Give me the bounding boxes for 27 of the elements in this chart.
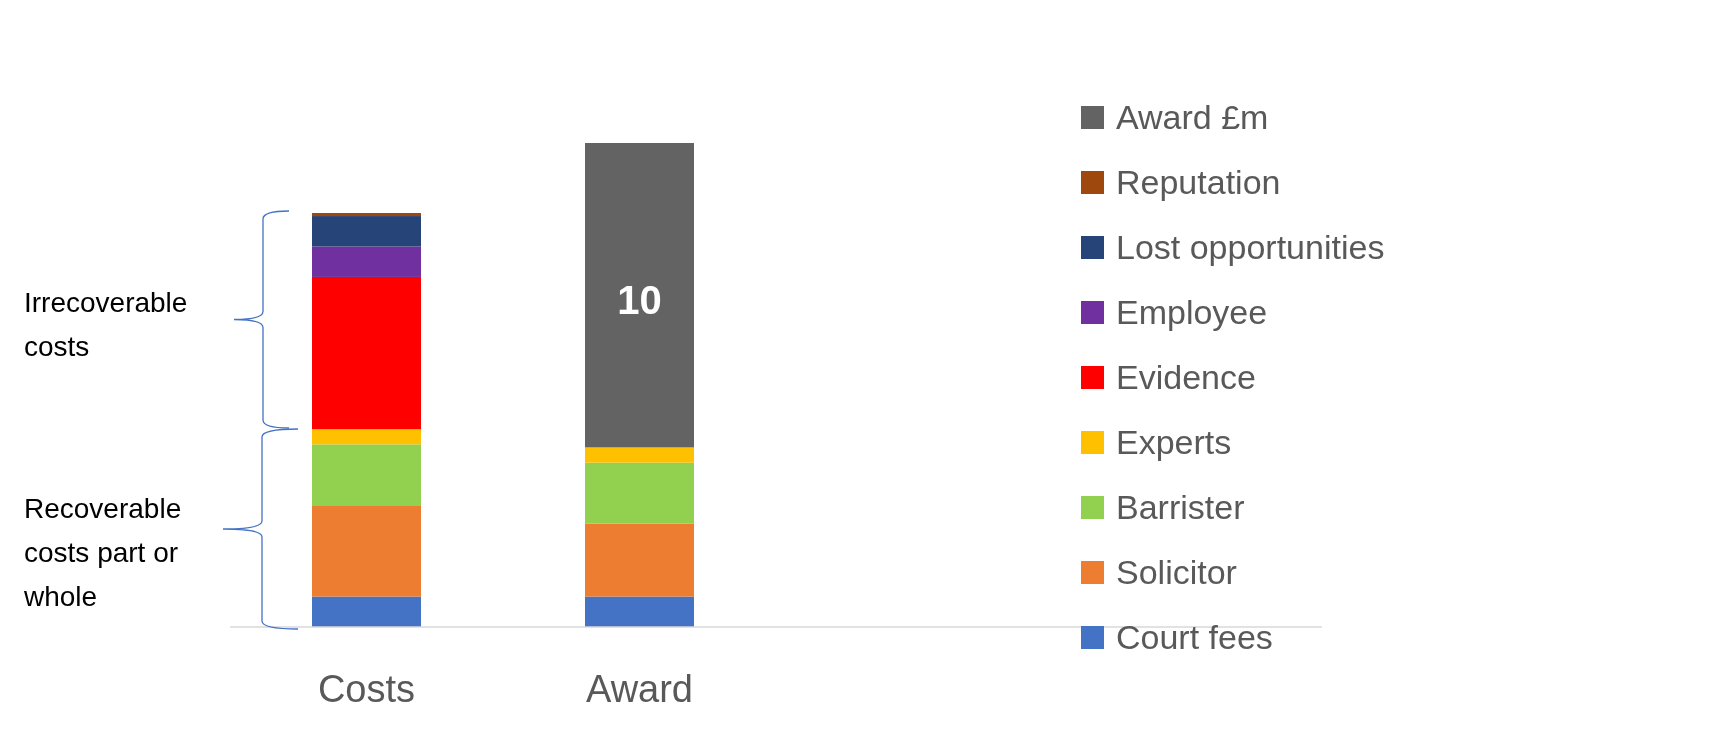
bar	[585, 447, 694, 463]
bar	[312, 216, 421, 247]
bar	[312, 246, 421, 277]
bar	[585, 596, 694, 627]
legend-label: Experts	[1116, 423, 1232, 462]
bar	[312, 444, 421, 506]
bar	[312, 213, 421, 217]
legend-label: Court fees	[1116, 618, 1273, 657]
bar	[312, 276, 421, 430]
legend-label: Employee	[1116, 293, 1268, 332]
text: Irrecoverable costs	[24, 286, 189, 364]
text: Recoverable costs part or whole	[24, 492, 183, 614]
data-label: 10	[617, 278, 662, 323]
legend-label: Solicitor	[1116, 553, 1237, 592]
legend-label: Reputation	[1116, 163, 1281, 202]
bar	[312, 505, 421, 597]
bar	[585, 143, 694, 448]
bar	[312, 429, 421, 445]
legend-label: Lost opportunities	[1116, 228, 1385, 267]
bar	[585, 462, 694, 524]
bar	[312, 596, 421, 627]
x-tick-label: Award	[585, 667, 694, 710]
bar	[585, 523, 694, 597]
legend-label: Award £m	[1116, 98, 1269, 137]
legend-label: Evidence	[1116, 358, 1256, 397]
legend-label: Barrister	[1116, 488, 1245, 527]
x-tick-label: Costs	[317, 667, 416, 710]
